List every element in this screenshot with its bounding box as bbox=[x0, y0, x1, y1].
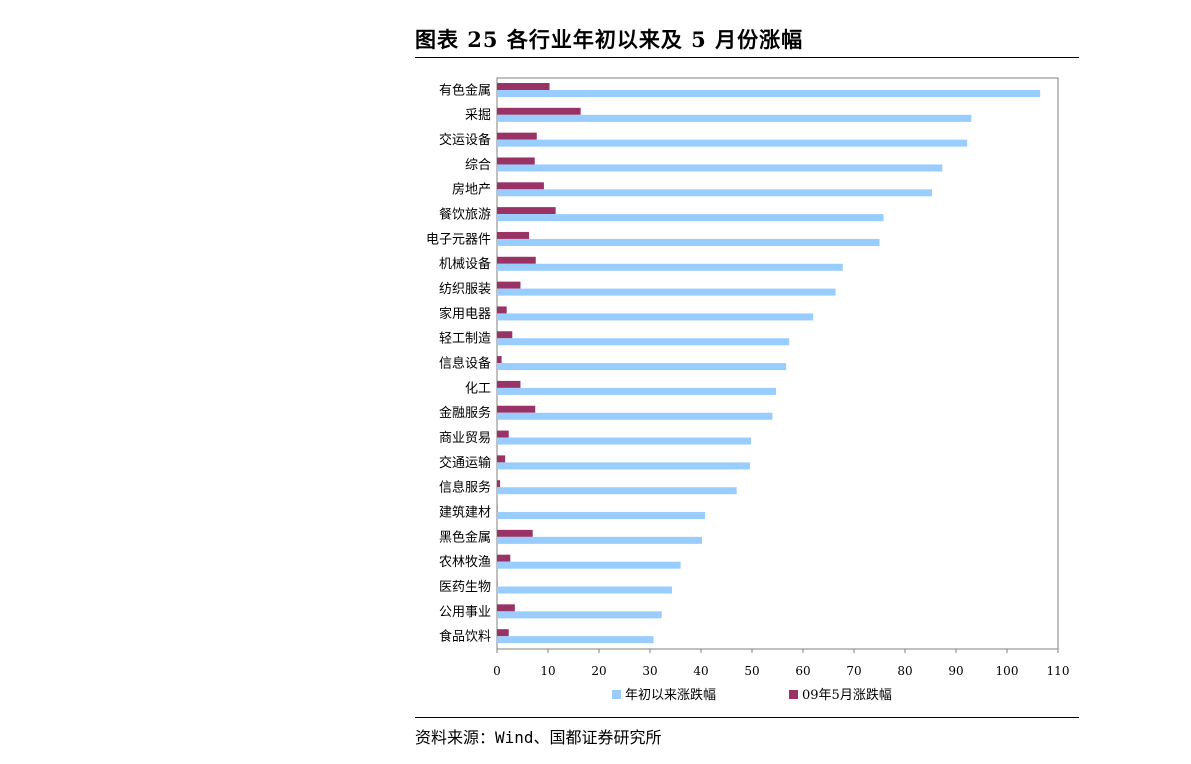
category-label: 交运设备 bbox=[439, 132, 491, 148]
category-label: 信息设备 bbox=[439, 356, 491, 372]
bar-may-1 bbox=[497, 107, 581, 115]
bar-ytd-0 bbox=[497, 90, 1041, 97]
x-tick-label: 40 bbox=[693, 664, 708, 678]
legend-may-label: 09年5月涨跌幅 bbox=[802, 687, 892, 703]
x-tick-label: 70 bbox=[846, 664, 861, 678]
bar-ytd-12 bbox=[497, 387, 776, 395]
bar-may-12 bbox=[497, 380, 521, 388]
bar-may-16 bbox=[497, 480, 501, 488]
legend-ytd-swatch bbox=[612, 690, 621, 699]
bar-ytd-14 bbox=[497, 437, 751, 445]
category-label: 建筑建材 bbox=[439, 504, 491, 520]
category-label: 有色金属 bbox=[439, 82, 491, 98]
x-tick-label: 0 bbox=[493, 664, 501, 678]
bar-ytd-15 bbox=[497, 462, 750, 470]
category-label: 家用电器 bbox=[439, 306, 491, 322]
category-label: 房地产 bbox=[452, 182, 491, 198]
category-label: 电子元器件 bbox=[426, 232, 491, 247]
category-label: 综合 bbox=[465, 158, 491, 173]
category-label: 餐饮旅游 bbox=[439, 207, 491, 223]
bar-ytd-5 bbox=[497, 214, 884, 222]
bar-may-13 bbox=[497, 405, 536, 413]
bar-ytd-8 bbox=[497, 288, 836, 296]
x-tick-label: 110 bbox=[1047, 664, 1070, 678]
bar-may-20 bbox=[497, 579, 498, 587]
x-tick-label: 30 bbox=[642, 664, 657, 678]
category-labels: 有色金属采掘交运设备综合房地产餐饮旅游电子元器件机械设备纺织服装家用电器轻工制造… bbox=[426, 82, 491, 644]
bar-ytd-18 bbox=[497, 536, 703, 544]
bar-may-3 bbox=[497, 157, 535, 165]
bar-ytd-19 bbox=[497, 561, 681, 569]
x-tick-label: 100 bbox=[996, 664, 1019, 678]
x-tick-label: 50 bbox=[744, 664, 759, 678]
category-label: 采掘 bbox=[465, 108, 491, 123]
category-label: 轻工制造 bbox=[439, 332, 491, 347]
category-label: 黑色金属 bbox=[439, 529, 491, 545]
bar-may-10 bbox=[497, 331, 513, 339]
bar-ytd-1 bbox=[497, 114, 972, 122]
bar-ytd-6 bbox=[497, 238, 880, 246]
top-rule bbox=[415, 57, 1079, 58]
bar-ytd-16 bbox=[497, 487, 737, 495]
bar-may-4 bbox=[497, 182, 544, 190]
bar-ytd-7 bbox=[497, 263, 843, 271]
bar-may-7 bbox=[497, 256, 536, 264]
bar-may-21 bbox=[497, 604, 515, 612]
bar-ytd-13 bbox=[497, 412, 773, 420]
bar-may-18 bbox=[497, 529, 533, 537]
bar-ytd-2 bbox=[497, 139, 968, 147]
legend-may-swatch bbox=[789, 690, 798, 699]
legend-ytd-label: 年初以来涨跌幅 bbox=[625, 687, 716, 703]
bottom-rule bbox=[415, 717, 1079, 718]
bar-may-14 bbox=[497, 430, 509, 438]
x-tick-label: 20 bbox=[591, 664, 606, 678]
x-tick-label: 60 bbox=[795, 664, 810, 678]
chart-title: 图表 25 各行业年初以来及 5 月份涨幅 bbox=[415, 27, 804, 52]
category-label: 化工 bbox=[465, 381, 491, 396]
category-label: 商业贸易 bbox=[439, 431, 491, 446]
bar-may-11 bbox=[497, 356, 502, 364]
x-tick-label: 80 bbox=[897, 664, 912, 678]
bar-may-2 bbox=[497, 132, 537, 140]
category-label: 医药生物 bbox=[439, 580, 491, 595]
bar-may-19 bbox=[497, 554, 511, 562]
category-label: 交通运输 bbox=[439, 455, 491, 471]
bar-may-0 bbox=[497, 83, 550, 90]
bar-ytd-17 bbox=[497, 512, 706, 520]
category-label: 机械设备 bbox=[439, 256, 491, 272]
bars-layer bbox=[497, 83, 1041, 644]
x-axis-ticks: 0 10 20 30 40 50 60 70 80 90 100 110 bbox=[493, 649, 1069, 678]
bar-may-22 bbox=[497, 629, 509, 637]
category-label: 农林牧渔 bbox=[439, 555, 491, 570]
bar-may-6 bbox=[497, 231, 530, 239]
bar-may-5 bbox=[497, 207, 556, 215]
bar-ytd-10 bbox=[497, 338, 790, 346]
bar-ytd-3 bbox=[497, 164, 943, 172]
bar-may-9 bbox=[497, 306, 507, 314]
bar-may-8 bbox=[497, 281, 521, 289]
category-label: 公用事业 bbox=[439, 605, 491, 620]
category-label: 食品饮料 bbox=[439, 629, 491, 645]
x-tick-label: 90 bbox=[948, 664, 963, 678]
bar-ytd-9 bbox=[497, 313, 814, 321]
bar-may-15 bbox=[497, 455, 506, 463]
source-note: 资料来源：Wind、国都证券研究所 bbox=[415, 728, 662, 747]
x-tick-label: 10 bbox=[540, 664, 555, 678]
bar-ytd-4 bbox=[497, 189, 933, 197]
bar-ytd-20 bbox=[497, 586, 672, 594]
bar-ytd-22 bbox=[497, 636, 654, 644]
bar-ytd-11 bbox=[497, 363, 787, 371]
category-label: 纺织服装 bbox=[439, 282, 491, 297]
bar-ytd-21 bbox=[497, 611, 662, 619]
category-label: 金融服务 bbox=[439, 405, 491, 421]
category-label: 信息服务 bbox=[439, 480, 491, 496]
bar-may-17 bbox=[497, 505, 498, 513]
legend: 年初以来涨跌幅 09年5月涨跌幅 bbox=[612, 687, 892, 703]
